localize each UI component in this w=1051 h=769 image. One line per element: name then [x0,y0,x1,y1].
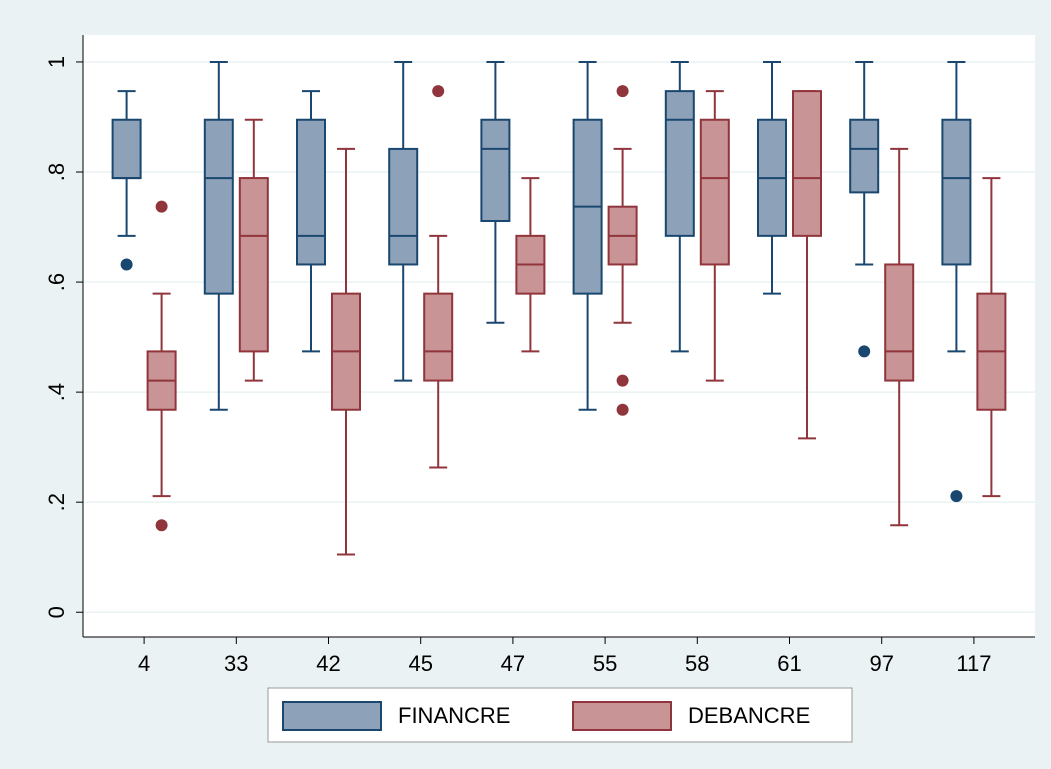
outlier [155,519,168,532]
legend-label: DEBANCRE [688,703,810,728]
x-tick-label: 33 [224,651,248,676]
legend-swatch [572,701,672,731]
box [941,118,972,266]
box [388,147,419,266]
box [664,90,695,237]
box [296,118,326,266]
y-tick-label: .2 [44,493,69,511]
outlier [950,490,963,503]
x-tick-label: 117 [956,651,991,676]
outlier [155,200,168,213]
y-tick-label: .6 [44,273,69,291]
x-tick-label: 47 [501,651,525,676]
y-tick-label: .8 [44,163,69,181]
outlier [616,85,629,98]
x-tick-label: 97 [869,651,893,676]
x-tick-label: 4 [138,651,150,676]
outlier [616,403,629,416]
x-tick-label: 45 [408,651,432,676]
x-tick-label: 55 [593,651,617,676]
box [699,118,730,266]
y-tick-label: 0 [44,606,69,618]
box [884,263,915,382]
box [111,118,142,180]
outlier [432,85,445,98]
box [849,118,880,194]
legend-swatch [282,701,382,731]
box [792,90,822,237]
y-tick-label: .4 [44,383,69,401]
outlier [120,258,133,271]
box [238,177,269,353]
box [423,292,454,382]
x-tick-label: 61 [777,651,801,676]
box [480,118,511,222]
box [203,118,234,295]
x-tick-label: 42 [316,651,340,676]
legend-label: FINANCRE [398,703,510,728]
x-tick-label: 58 [685,651,709,676]
outlier [616,374,629,387]
outlier [858,345,871,358]
y-tick-label: 1 [44,56,69,68]
